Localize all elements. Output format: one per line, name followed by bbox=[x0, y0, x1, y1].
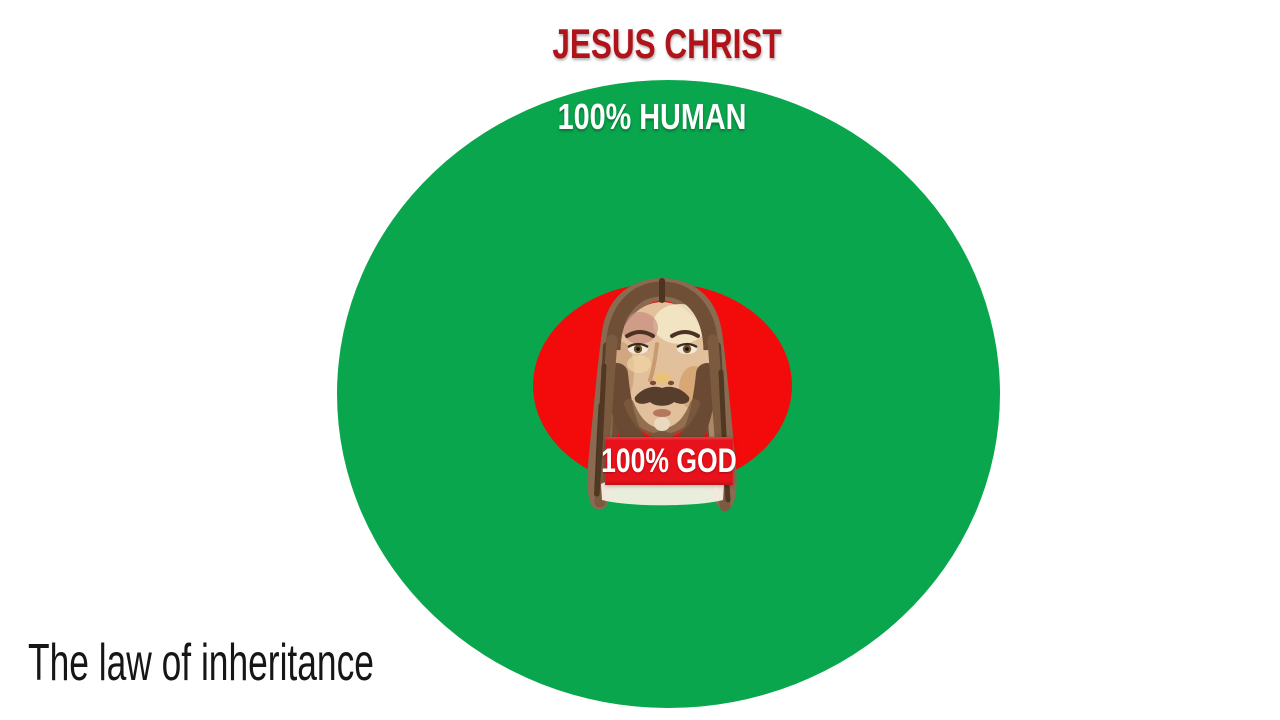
page-title: JESUS CHRIST bbox=[514, 20, 820, 68]
portrait-mouth bbox=[634, 386, 690, 431]
page-title-text: JESUS CHRIST bbox=[552, 20, 782, 67]
portrait-nose bbox=[648, 342, 675, 386]
caption-law-of-inheritance: The law of inheritance bbox=[28, 633, 537, 693]
god-label-text: 100% GOD bbox=[601, 441, 737, 480]
portrait-eyes bbox=[625, 330, 700, 354]
human-label: 100% HUMAN bbox=[534, 96, 770, 138]
god-label: 100% GOD bbox=[601, 437, 737, 485]
human-label-text: 100% HUMAN bbox=[557, 96, 747, 137]
caption-text: The law of inheritance bbox=[28, 634, 374, 692]
portrait-paper-edge bbox=[601, 480, 724, 506]
